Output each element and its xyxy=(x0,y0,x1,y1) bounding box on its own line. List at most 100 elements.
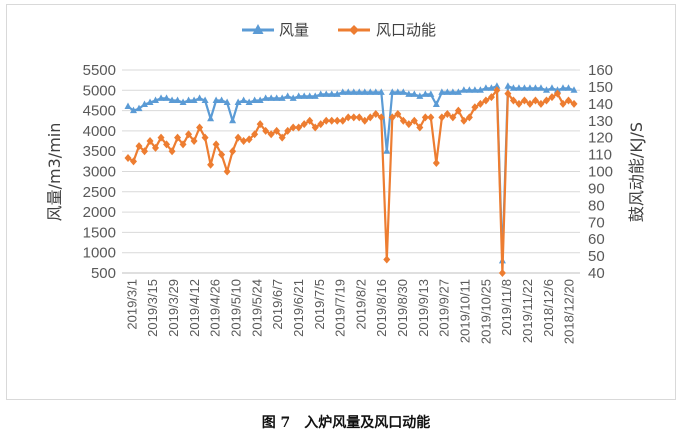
tuyere-energy-point xyxy=(531,96,539,105)
tuyere-energy-point xyxy=(537,99,545,108)
airflow-point xyxy=(570,86,578,93)
airflow-point xyxy=(207,114,215,122)
x-tick-label: 2019/6/21 xyxy=(291,279,306,337)
airflow-point xyxy=(163,94,171,101)
airflow-point xyxy=(377,88,385,95)
tuyere-energy-point xyxy=(372,109,380,118)
tuyere-energy-point xyxy=(405,120,413,129)
right-tick-label: 110 xyxy=(588,147,612,164)
tuyere-energy-point xyxy=(185,130,193,139)
tuyere-energy-point xyxy=(256,120,264,129)
tuyere-energy-point xyxy=(212,140,220,149)
tuyere-energy-point xyxy=(322,116,330,125)
tuyere-energy-point xyxy=(361,116,369,125)
x-tick-label: 2019/8/2 xyxy=(353,279,368,330)
tuyere-energy-point xyxy=(465,113,473,122)
airflow-point xyxy=(157,94,165,101)
x-tick-label: 2019/10/25 xyxy=(478,279,493,344)
airflow-point xyxy=(185,96,193,103)
airflow-point xyxy=(300,92,308,99)
x-tick-label: 2019/7/5 xyxy=(312,279,327,330)
airflow-point xyxy=(366,88,374,95)
left-tick-label: 3500 xyxy=(83,143,116,160)
tuyere-energy-point xyxy=(410,116,418,125)
tuyere-energy-point xyxy=(295,123,303,132)
tuyere-energy-point xyxy=(399,116,407,125)
x-tick-label: 2019/8/16 xyxy=(374,279,389,337)
airflow-point xyxy=(399,88,407,95)
legend-item-tuyere-energy[interactable]: 风口动能 xyxy=(338,21,436,39)
x-tick-label: 2018/12/6 xyxy=(541,279,556,337)
tuyere-energy-point xyxy=(355,113,363,122)
airflow-point xyxy=(383,147,391,154)
airflow-point xyxy=(487,84,495,91)
airflow-point xyxy=(251,96,259,103)
tuyere-energy-point xyxy=(421,113,429,122)
tuyere-energy-point xyxy=(273,126,281,135)
airflow-point xyxy=(438,88,446,95)
tuyere-energy-point xyxy=(526,99,534,108)
airflow-point xyxy=(135,104,143,112)
tuyere-energy-point xyxy=(262,126,270,135)
right-tick-label: 90 xyxy=(588,180,605,197)
left-tick-label: 3000 xyxy=(83,164,116,181)
airflow-point xyxy=(526,84,534,91)
airflow-point xyxy=(344,88,352,95)
tuyere-energy-point xyxy=(454,106,462,115)
airflow-point xyxy=(311,92,319,99)
airflow-point xyxy=(179,98,187,105)
tuyere-energy-point xyxy=(366,113,374,122)
airflow-point xyxy=(361,88,369,95)
airflow-point xyxy=(454,88,462,95)
airflow-point xyxy=(223,98,231,105)
airflow-point xyxy=(240,96,248,103)
airflow-point xyxy=(553,86,561,93)
airflow-point xyxy=(245,98,253,105)
tuyere-energy-point xyxy=(559,99,567,108)
tuyere-energy-point xyxy=(152,143,160,152)
tuyere-energy-point xyxy=(311,123,319,132)
tuyere-energy-point xyxy=(135,142,143,151)
legend-item-airflow[interactable]: 风量 xyxy=(242,21,309,39)
airflow-point xyxy=(427,90,435,97)
airflow-point xyxy=(201,96,209,103)
figure-caption: 图 7 入炉风量及风口动能 xyxy=(261,415,431,431)
tuyere-energy-point xyxy=(482,96,490,105)
airflow-point xyxy=(465,86,473,93)
airflow-point xyxy=(234,98,242,105)
airflow-point xyxy=(350,88,358,95)
left-tick-label: 5500 xyxy=(83,62,116,79)
x-tick-label: 2019/3/1 xyxy=(124,279,139,330)
legend-energy-marker xyxy=(349,25,359,35)
tuyere-energy-point xyxy=(548,93,556,102)
airflow-point xyxy=(306,92,314,99)
tuyere-energy-point xyxy=(388,113,396,122)
left-tick-label: 5000 xyxy=(83,82,116,99)
tuyere-energy-point xyxy=(394,109,402,118)
airflow-point xyxy=(328,90,336,97)
airflow-point xyxy=(152,96,160,103)
tuyere-energy-point xyxy=(317,120,325,129)
x-tick-label: 2019/7/19 xyxy=(333,279,348,337)
tuyere-energy-point xyxy=(168,147,176,156)
tuyere-energy-point xyxy=(267,130,275,139)
airflow-point xyxy=(355,88,363,95)
x-tick-label: 2019/9/13 xyxy=(416,279,431,337)
x-tick-label: 2019/6/7 xyxy=(270,279,285,330)
tuyere-energy-point xyxy=(460,116,468,125)
airflow-point xyxy=(174,96,182,103)
left-tick-label: 1000 xyxy=(83,245,116,262)
right-tick-label: 80 xyxy=(588,197,605,214)
x-tick-label: 2019/9/27 xyxy=(437,279,452,337)
tuyere-energy-point xyxy=(498,269,506,277)
right-tick-label: 40 xyxy=(588,265,605,282)
tuyere-energy-point xyxy=(251,130,259,139)
airflow-point xyxy=(289,94,297,101)
airflow-point xyxy=(196,94,204,101)
tuyere-energy-point xyxy=(487,93,495,102)
airflow-point xyxy=(476,86,484,93)
tuyere-energy-point xyxy=(443,109,451,118)
legend: 风量 风口动能 xyxy=(242,21,436,39)
airflow-point xyxy=(460,86,468,93)
tuyere-energy-point xyxy=(520,96,528,105)
